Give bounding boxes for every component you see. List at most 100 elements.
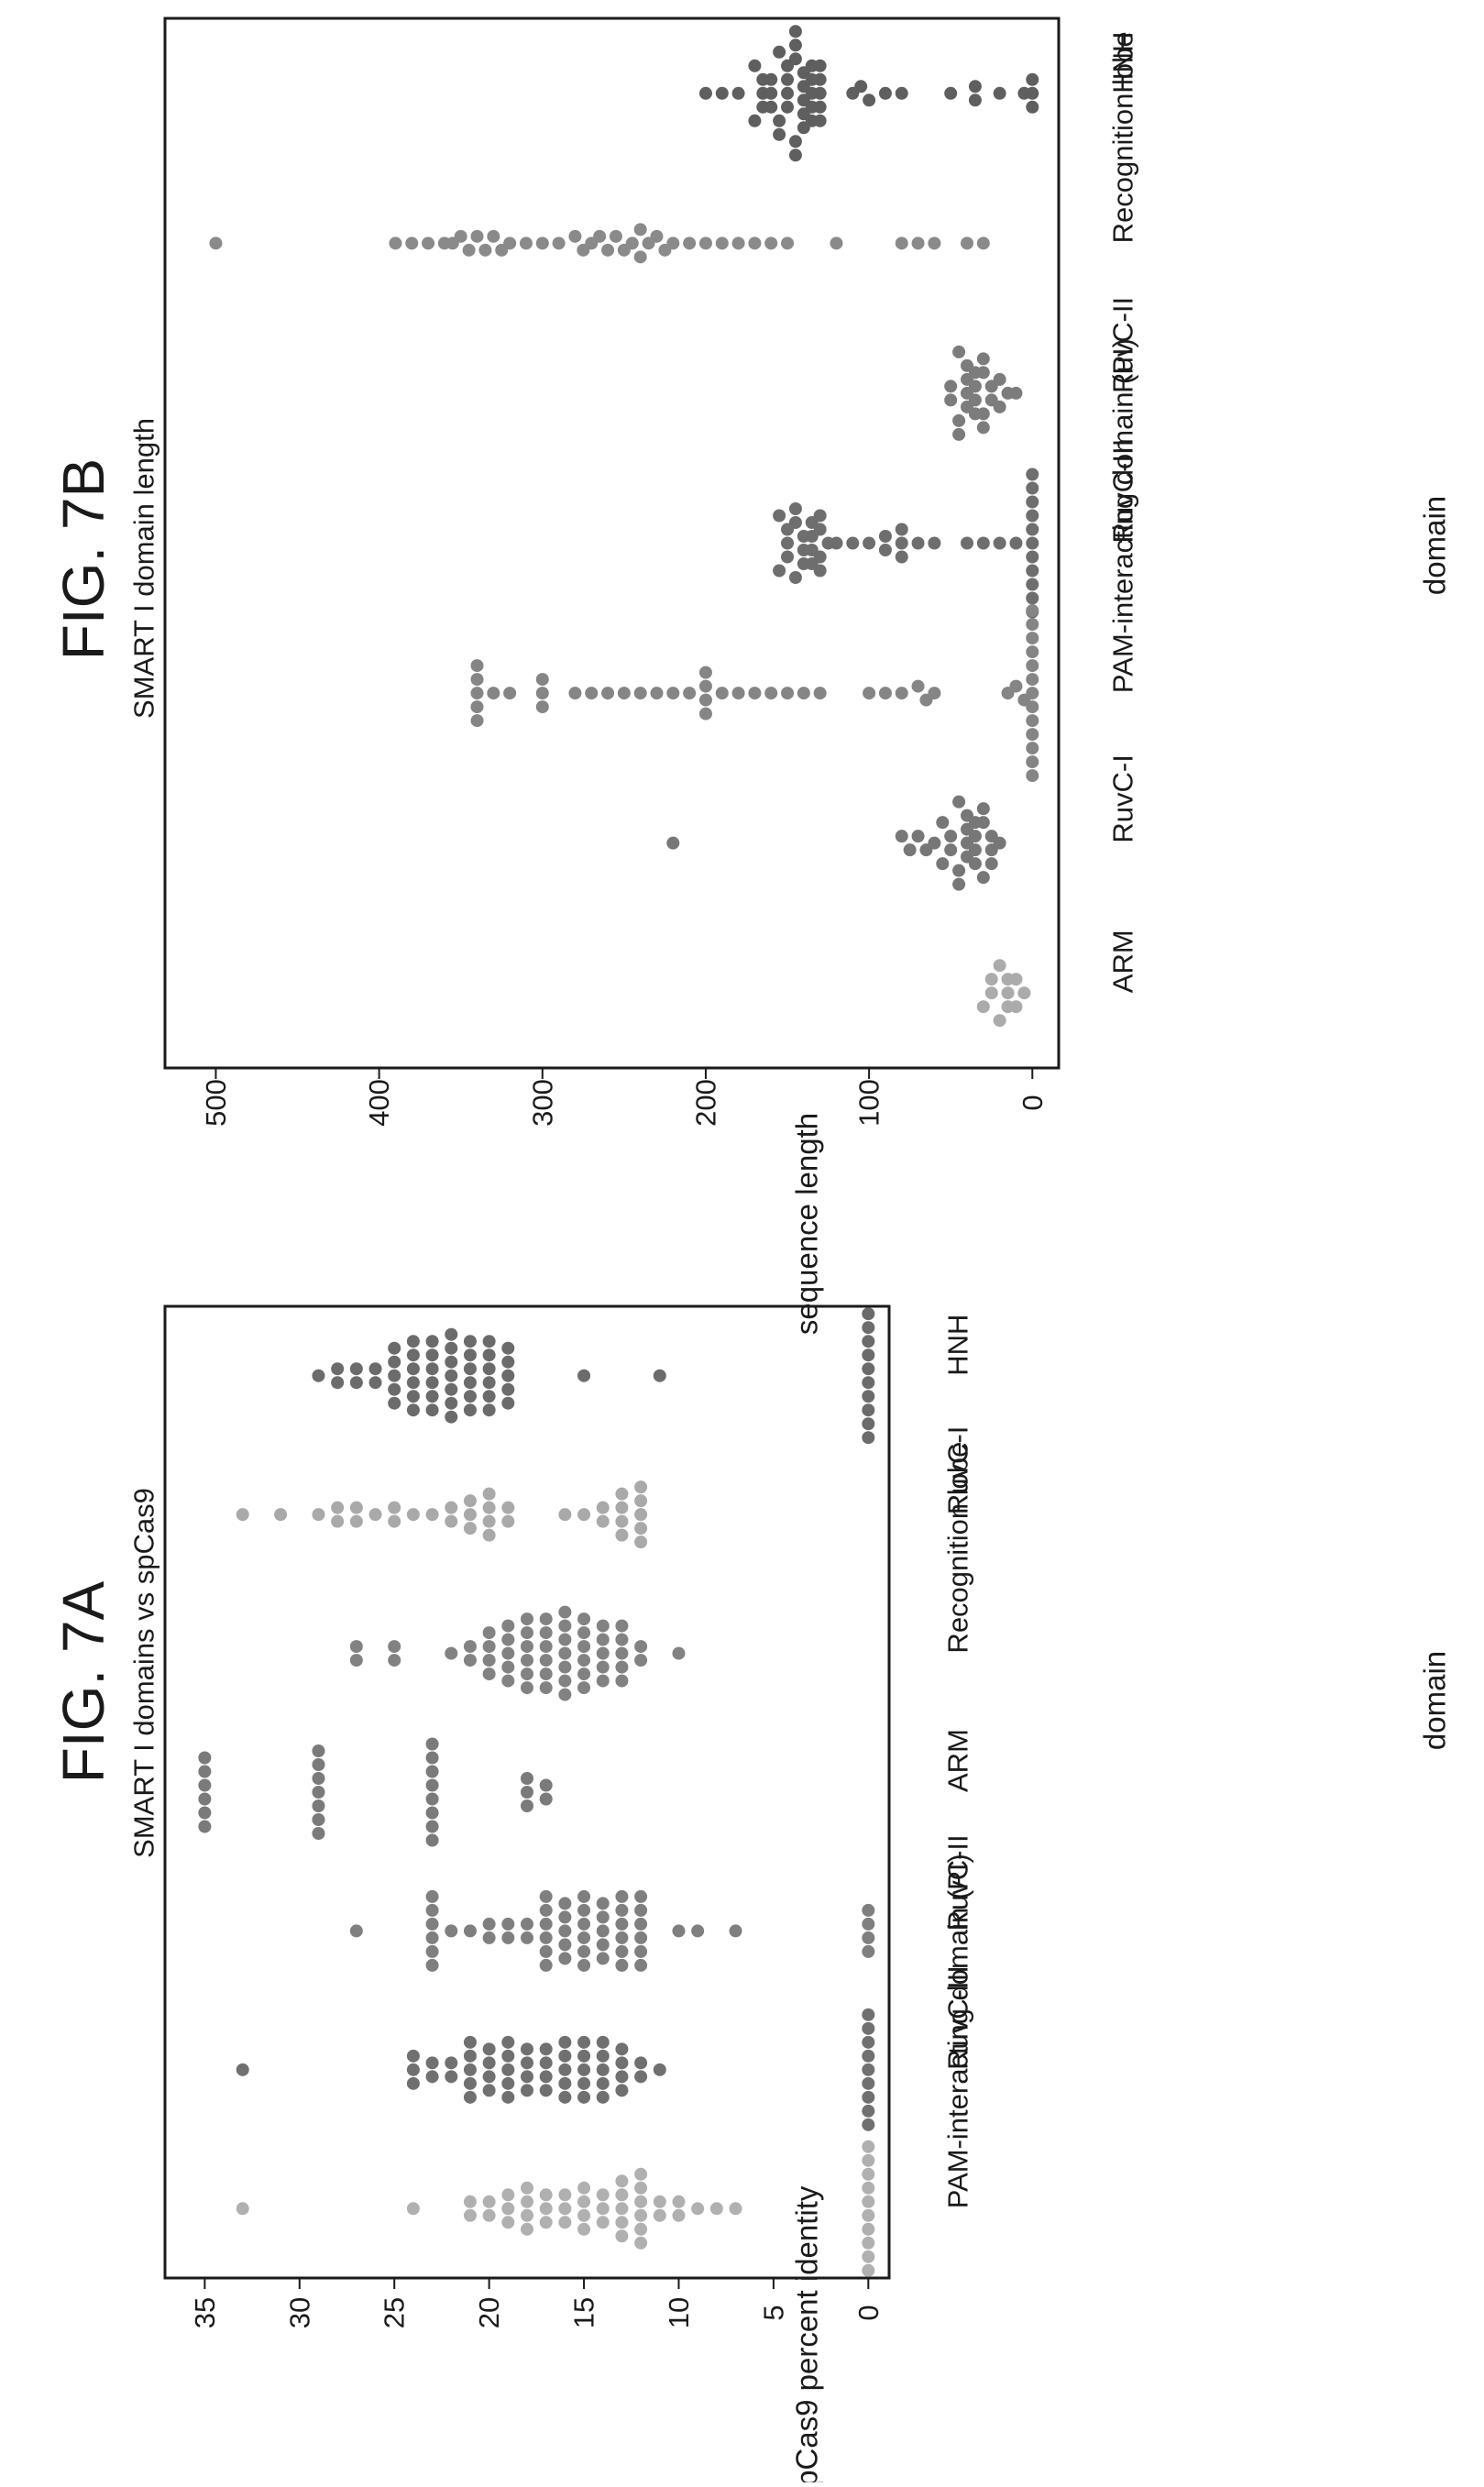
data-point — [539, 1612, 553, 1626]
data-point — [634, 1508, 648, 1522]
data-point — [558, 1508, 572, 1522]
data-point — [666, 836, 680, 850]
data-point — [748, 687, 762, 700]
data-point — [813, 72, 827, 86]
data-point — [596, 1501, 610, 1514]
data-point — [425, 1806, 439, 1820]
data-point — [209, 237, 223, 250]
data-point — [463, 1390, 477, 1403]
data-point — [729, 2202, 742, 2216]
data-point — [577, 2195, 591, 2208]
data-point — [577, 1917, 591, 1931]
data-point — [463, 1494, 477, 1508]
data-point — [521, 1612, 533, 1626]
data-point — [615, 1674, 629, 1688]
data-point — [634, 2195, 648, 2208]
data-point — [715, 237, 729, 250]
data-point — [482, 1654, 496, 1667]
data-point — [596, 2090, 610, 2104]
data-point — [425, 1833, 439, 1847]
data-point — [425, 1390, 439, 1403]
data-point — [878, 86, 892, 100]
data-point — [558, 1952, 572, 1965]
data-point — [482, 1403, 496, 1417]
data-point — [501, 2035, 515, 2049]
data-point — [993, 959, 1006, 973]
data-point — [425, 1335, 439, 1348]
data-point — [198, 1765, 212, 1778]
data-point — [521, 2195, 533, 2208]
data-point — [487, 687, 500, 700]
data-point — [731, 687, 745, 700]
category-label: RuvC-II — [942, 1834, 974, 1931]
fig-7b-label: FIG. 7B — [50, 458, 116, 661]
data-point — [577, 2208, 591, 2222]
data-point — [596, 1910, 610, 1924]
data-point — [895, 237, 908, 250]
data-point — [634, 1903, 648, 1917]
data-point — [388, 1514, 401, 1528]
data-point — [813, 687, 827, 700]
data-point — [911, 237, 925, 250]
data-point — [482, 2208, 496, 2222]
data-point — [482, 1667, 496, 1681]
data-point — [1026, 673, 1039, 687]
data-point — [482, 1640, 496, 1654]
data-point — [1026, 509, 1039, 523]
data-point — [539, 2216, 553, 2229]
y-tick-label: 35 — [189, 2297, 221, 2328]
data-point — [368, 1362, 382, 1376]
data-point — [539, 1889, 553, 1903]
data-point — [633, 223, 647, 237]
data-point — [854, 80, 868, 94]
data-point — [615, 1889, 629, 1903]
data-point — [984, 973, 998, 986]
data-point — [813, 114, 827, 127]
data-point — [672, 2195, 686, 2208]
data-point — [634, 2056, 648, 2070]
data-point — [764, 100, 778, 114]
data-point — [482, 1335, 496, 1348]
data-point — [406, 1362, 420, 1376]
data-point — [425, 1792, 439, 1806]
data-point — [577, 1667, 591, 1681]
data-point — [425, 1765, 439, 1778]
data-point — [521, 1931, 533, 1944]
data-point — [596, 1633, 610, 1646]
data-point — [389, 237, 402, 250]
data-point — [691, 2202, 705, 2216]
data-point — [236, 2202, 249, 2216]
data-point — [539, 2070, 553, 2084]
data-point — [633, 250, 647, 264]
data-point — [503, 687, 517, 700]
data-point — [976, 816, 990, 830]
data-point — [1026, 645, 1039, 659]
category-label: PAM-interacting domain (PI) — [942, 1854, 974, 2208]
data-point — [236, 1508, 249, 1522]
category-label: ARM — [942, 1729, 974, 1792]
data-point — [501, 1514, 515, 1528]
data-point — [501, 1355, 515, 1369]
data-point — [558, 2035, 572, 2049]
data-point — [577, 2035, 591, 2049]
data-point — [813, 100, 827, 114]
data-point — [634, 1640, 648, 1654]
data-point — [312, 1744, 325, 1757]
data-point — [501, 1341, 515, 1355]
data-point — [903, 843, 917, 857]
data-point — [463, 1640, 477, 1654]
data-point — [615, 1501, 629, 1514]
data-point — [797, 687, 810, 700]
data-point — [463, 1376, 477, 1390]
data-point — [634, 1931, 648, 1944]
data-point — [558, 1688, 572, 1701]
data-point — [862, 1335, 875, 1348]
data-point — [862, 1362, 875, 1376]
data-point — [577, 1369, 591, 1382]
data-point — [445, 1646, 458, 1660]
data-point — [698, 666, 712, 679]
data-point — [596, 1938, 610, 1952]
y-tick-label: 15 — [568, 2297, 600, 2328]
data-point — [653, 2208, 666, 2222]
data-point — [577, 1958, 591, 1972]
